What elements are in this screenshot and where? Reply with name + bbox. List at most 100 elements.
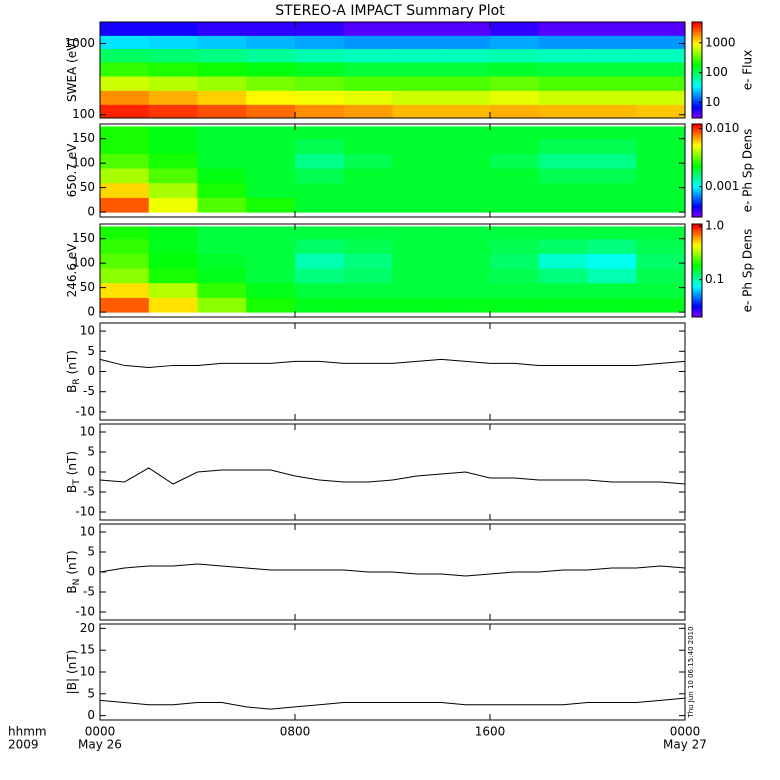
heat-cell (197, 168, 247, 184)
heat-cell (636, 297, 686, 313)
heat-cell (441, 22, 491, 36)
heat-cell (538, 61, 588, 77)
x-tick-label: 0000 (670, 725, 701, 739)
y-tick-label: 15 (80, 643, 95, 657)
y-tick-label: 0 (87, 708, 95, 722)
colorbar-step (692, 82, 702, 85)
heat-cell (490, 238, 540, 254)
colorbar-step (692, 198, 702, 201)
y-tick-label: 0 (87, 465, 95, 479)
colorbar-step (692, 259, 702, 262)
heat-cell (295, 153, 345, 169)
data-line (99, 358, 686, 368)
colorbar-step (692, 206, 702, 209)
colorbar-step (692, 134, 702, 137)
heat-cell (392, 226, 442, 240)
colorbar-tick-label: 0.010 (705, 121, 739, 135)
heat-cell (246, 35, 296, 49)
colorbar-step (692, 195, 702, 198)
colorbar-step (692, 133, 702, 136)
heat-cell (295, 104, 345, 119)
colorbar-step (692, 225, 702, 228)
colorbar-step (692, 224, 702, 227)
heat-cell (538, 104, 588, 119)
colorbar-step (692, 296, 702, 299)
colorbar-step (692, 108, 702, 111)
heat-cell (490, 126, 540, 140)
heat-cell (587, 153, 637, 169)
colorbar-step (692, 150, 702, 153)
colorbar-step (692, 292, 702, 295)
y-label-main: B (65, 385, 79, 393)
heat-cell (441, 138, 491, 154)
colorbar-step (692, 162, 702, 165)
heat-cell (490, 268, 540, 284)
colorbar-step (692, 155, 702, 158)
heat-cell (636, 35, 686, 49)
colorbar-label: e- Ph Sp Dens (741, 129, 755, 213)
y-label-main: B (65, 485, 79, 493)
heat-cell (197, 182, 247, 198)
heat-cell (538, 238, 588, 254)
heat-cell (636, 268, 686, 284)
heat-cell (587, 297, 637, 313)
colorbar-step (692, 42, 702, 45)
x-date-label: May 26 (78, 738, 122, 752)
colorbar-step (692, 102, 702, 105)
heat-cell (587, 35, 637, 49)
y-tick-label: 5 (87, 445, 95, 459)
heat-cell (148, 126, 198, 140)
y-label-sub: N (72, 579, 82, 586)
colorbar-step (692, 153, 702, 156)
y-tick-label: -10 (75, 605, 95, 619)
colorbar-step (692, 111, 702, 114)
colorbar-label: e- Flux (741, 50, 755, 90)
colorbar-step (692, 287, 702, 290)
y-label-unit: (nT) (65, 451, 79, 475)
colorbar-tick-label: 0.001 (705, 179, 739, 193)
heat-cell (246, 153, 296, 169)
heat-cell (636, 75, 686, 91)
colorbar-frame (691, 21, 703, 119)
colorbar-step (692, 278, 702, 281)
colorbar-step (692, 151, 702, 154)
heat-cell (295, 168, 345, 184)
colorbar-step (692, 251, 702, 254)
heat-cell (100, 197, 150, 213)
colorbar-step (692, 130, 702, 133)
heat-cell (392, 238, 442, 254)
colorbar-step (692, 190, 702, 193)
heat-cell (148, 297, 198, 313)
colorbar-step (692, 58, 702, 61)
colorbar-step (692, 158, 702, 161)
heat-cell (246, 138, 296, 154)
colorbar-step (692, 114, 702, 117)
y-axis-label: BR (nT) (65, 350, 82, 393)
colorbar-step (692, 250, 702, 253)
heat-cell (343, 182, 393, 198)
heat-cell (343, 104, 393, 119)
colorbar-step (692, 201, 702, 204)
colorbar-step (692, 141, 702, 144)
colorbar-step (692, 301, 702, 304)
heat-cell (441, 282, 491, 298)
heat-cell (636, 48, 686, 63)
heat-cell (148, 168, 198, 184)
heat-cell (392, 48, 442, 63)
colorbar-step (692, 142, 702, 145)
colorbar-step (692, 73, 702, 76)
heat-cell (538, 268, 588, 284)
colorbar-step (692, 103, 702, 106)
data-line (99, 697, 686, 710)
heat-cell (148, 138, 198, 154)
colorbar-step (692, 264, 702, 267)
y-axis-label: BT (nT) (65, 451, 82, 493)
heat-cell (100, 168, 150, 184)
heat-cell (246, 168, 296, 184)
colorbar-step (692, 261, 702, 264)
heat-cell (295, 48, 345, 63)
heat-cell (343, 126, 393, 140)
heat-cell (295, 138, 345, 154)
colorbar-step (692, 315, 702, 318)
